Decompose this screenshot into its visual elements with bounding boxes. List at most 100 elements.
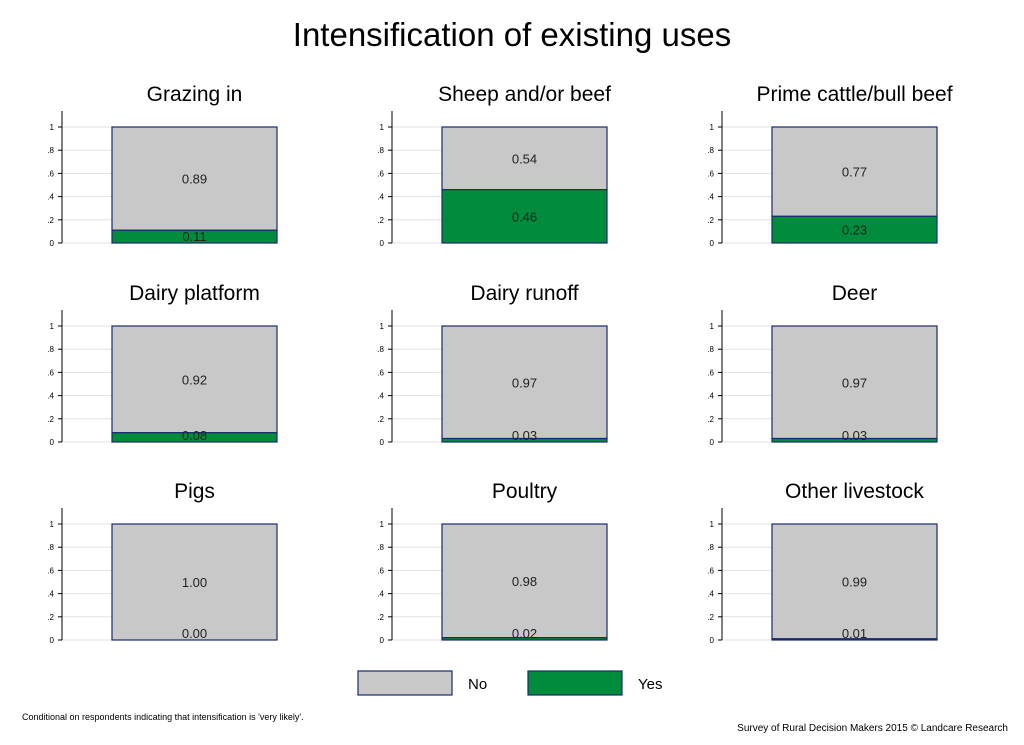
bar-no: [111, 126, 278, 231]
y-tick-label: .2: [707, 216, 714, 225]
data-label-no: 0.54: [512, 151, 537, 166]
y-tick-label: .2: [377, 415, 384, 424]
data-label-no: 1.00: [182, 575, 207, 590]
data-label-yes: 0.00: [182, 626, 207, 641]
y-tick-label: .2: [47, 415, 54, 424]
y-tick-label: .4: [377, 392, 384, 401]
y-tick-label: .8: [377, 345, 384, 354]
y-tick-label: 1: [380, 520, 385, 529]
y-tick-label: .4: [707, 193, 714, 202]
bar-yes: [441, 189, 608, 244]
y-tick-label: .4: [47, 193, 54, 202]
y-tick-label: .6: [47, 169, 54, 178]
panel-title: Deer: [832, 282, 878, 305]
y-tick-label: .8: [47, 543, 54, 552]
y-tick-label: .2: [47, 216, 54, 225]
data-label-yes: 0.01: [842, 626, 867, 641]
data-label-yes: 0.03: [842, 428, 867, 443]
y-tick-label: 1: [710, 520, 715, 529]
bar-no: [111, 523, 278, 641]
y-tick-label: .8: [377, 543, 384, 552]
data-label-no: 0.99: [842, 574, 867, 589]
bar-yes: [771, 215, 938, 244]
panel-title: Grazing in: [147, 83, 243, 106]
data-label-yes: 0.46: [512, 209, 537, 224]
y-tick-label: .6: [47, 368, 54, 377]
y-tick-label: .2: [377, 613, 384, 622]
y-tick-label: .8: [47, 146, 54, 155]
data-label-no: 0.92: [182, 372, 207, 387]
legend-swatch-yes: [527, 670, 623, 696]
data-label-yes: 0.02: [512, 626, 537, 641]
y-tick-label: .2: [377, 216, 384, 225]
y-tick-label: 0: [50, 239, 55, 248]
footnote-conditional: Conditional on respondents indicating th…: [22, 712, 304, 722]
bar-no: [111, 325, 278, 434]
y-tick-label: .2: [707, 415, 714, 424]
y-tick-label: .4: [47, 392, 54, 401]
y-tick-label: .4: [707, 590, 714, 599]
y-tick-label: 1: [50, 322, 55, 331]
y-tick-label: .6: [707, 169, 714, 178]
y-tick-label: .8: [707, 345, 714, 354]
data-label-no: 0.97: [512, 375, 537, 390]
y-tick-label: .6: [377, 368, 384, 377]
y-tick-label: .6: [47, 566, 54, 575]
panel-title: Other livestock: [785, 480, 924, 503]
y-tick-label: .4: [377, 193, 384, 202]
y-tick-label: .4: [707, 392, 714, 401]
panel-title: Pigs: [174, 480, 215, 503]
y-tick-label: .6: [377, 169, 384, 178]
y-tick-label: .2: [707, 613, 714, 622]
footnote-source: Survey of Rural Decision Makers 2015 © L…: [737, 723, 1008, 734]
data-label-no: 0.77: [842, 165, 867, 180]
data-label-yes: 0.11: [182, 229, 206, 244]
bar-no: [441, 126, 608, 191]
data-label-yes: 0.23: [842, 223, 867, 238]
legend-swatch-no: [357, 670, 453, 696]
data-label-no: 0.89: [182, 172, 207, 187]
bar-yes: [111, 432, 278, 443]
y-tick-label: .8: [377, 146, 384, 155]
chart-main-title: Intensification of existing uses: [292, 16, 732, 53]
y-tick-label: 1: [710, 322, 715, 331]
data-label-yes: 0.08: [182, 428, 207, 443]
y-tick-label: 1: [380, 123, 385, 132]
y-tick-label: .6: [707, 566, 714, 575]
y-tick-label: 1: [710, 123, 715, 132]
y-tick-label: 0: [380, 438, 385, 447]
y-tick-label: .8: [47, 345, 54, 354]
y-tick-label: 0: [380, 636, 385, 645]
bar-yes: [771, 638, 938, 641]
legend-label-yes: Yes: [638, 676, 662, 693]
y-tick-label: 0: [50, 636, 55, 645]
bar-yes: [441, 637, 608, 641]
y-tick-label: 1: [380, 322, 385, 331]
y-tick-label: 1: [50, 123, 55, 132]
bar-yes: [441, 437, 608, 443]
y-tick-label: 0: [380, 239, 385, 248]
y-tick-label: 1: [50, 520, 55, 529]
legend-label-no: No: [468, 676, 487, 693]
data-label-yes: 0.03: [512, 428, 537, 443]
data-label-no: 0.97: [842, 375, 867, 390]
y-tick-label: 0: [710, 239, 715, 248]
panel-title: Poultry: [492, 480, 558, 503]
y-tick-label: .8: [707, 543, 714, 552]
panel-title: Dairy runoff: [470, 282, 578, 305]
y-tick-label: .2: [47, 613, 54, 622]
bar-no: [771, 126, 938, 217]
panel-title: Prime cattle/bull beef: [756, 83, 952, 106]
y-tick-label: 0: [50, 438, 55, 447]
panel-title: Sheep and/or beef: [438, 83, 611, 106]
y-tick-label: 0: [710, 636, 715, 645]
y-tick-label: .6: [377, 566, 384, 575]
y-tick-label: .6: [707, 368, 714, 377]
y-tick-label: .4: [377, 590, 384, 599]
bar-no: [771, 523, 938, 640]
bar-yes: [771, 437, 938, 443]
data-label-no: 0.98: [512, 574, 537, 589]
panel-title: Dairy platform: [129, 282, 260, 305]
bar-no: [771, 325, 938, 440]
